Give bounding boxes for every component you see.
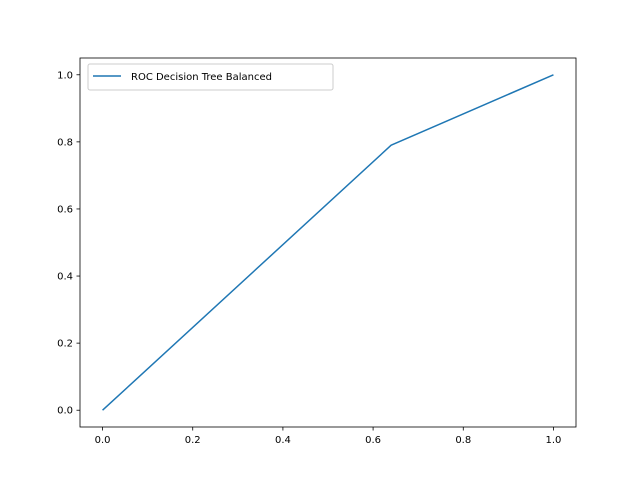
x-tick-label: 0.8 bbox=[455, 435, 471, 446]
series-layer bbox=[102, 74, 554, 411]
y-tick-label: 0.2 bbox=[57, 339, 73, 350]
x-tick-label: 1.0 bbox=[546, 435, 562, 446]
legend: ROC Decision Tree Balanced bbox=[87, 63, 334, 91]
x-tick-label: 0.2 bbox=[185, 435, 201, 446]
x-tick-label: 0.4 bbox=[275, 435, 291, 446]
y-axis: 0.0 0.2 0.4 0.6 0.8 1.0 bbox=[57, 70, 80, 417]
x-tick-label: 0.6 bbox=[365, 435, 381, 446]
y-tick-label: 0.8 bbox=[57, 137, 73, 148]
legend-box bbox=[87, 63, 334, 91]
x-tick-label: 0.0 bbox=[95, 435, 111, 446]
axes-frame bbox=[79, 57, 577, 428]
y-tick-label: 0.4 bbox=[57, 272, 73, 283]
x-axis: 0.0 0.2 0.4 0.6 0.8 1.0 bbox=[95, 427, 562, 446]
roc-curve-line bbox=[102, 74, 554, 411]
y-tick-label: 1.0 bbox=[57, 70, 73, 81]
plot-area bbox=[79, 57, 577, 428]
y-tick-label: 0.6 bbox=[57, 204, 73, 215]
y-tick-label: 0.0 bbox=[57, 406, 73, 417]
legend-label: ROC Decision Tree Balanced bbox=[131, 72, 272, 83]
